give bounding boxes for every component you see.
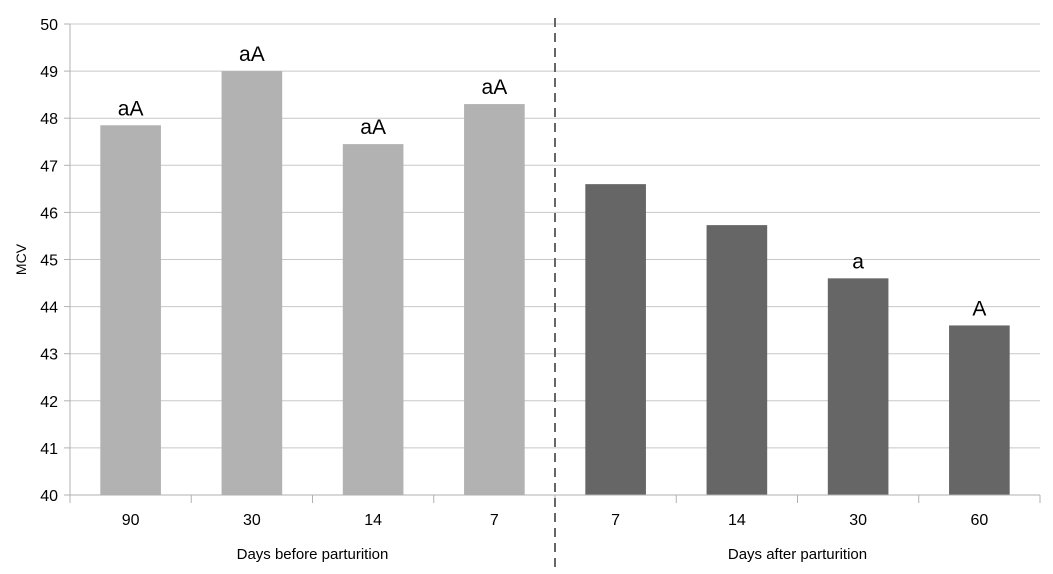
- x-tick-label: 14: [364, 512, 382, 529]
- y-tick-label: 44: [40, 300, 58, 317]
- bar: [464, 104, 525, 495]
- x-tick-label: 14: [728, 512, 746, 529]
- bar: [343, 144, 404, 495]
- y-tick-label: 43: [40, 347, 58, 364]
- y-tick-label: 46: [40, 205, 58, 222]
- bar: [828, 278, 889, 495]
- bar: [222, 71, 283, 495]
- y-tick-label: 42: [40, 394, 58, 411]
- x-tick-label: 60: [970, 512, 988, 529]
- bar: [949, 325, 1010, 495]
- group-label-before: Days before parturition: [237, 546, 389, 563]
- x-tick-label: 30: [243, 512, 261, 529]
- y-tick-label: 50: [40, 17, 58, 34]
- bar: [707, 225, 768, 495]
- y-tick-label: 47: [40, 158, 58, 175]
- y-axis-label: MCV: [13, 243, 29, 275]
- y-tick-label: 40: [40, 488, 58, 505]
- bar: [585, 184, 646, 495]
- bar: [100, 125, 161, 495]
- y-tick-label: 41: [40, 441, 58, 458]
- x-tick-label: 90: [122, 512, 140, 529]
- bar-annotation: aA: [482, 76, 508, 99]
- y-axis-ticks: 40 41 42 43 44 45 46 47 48 49 50: [40, 17, 70, 505]
- group-label-after: Days after parturition: [728, 546, 867, 563]
- bar-annotation: a: [852, 250, 864, 273]
- x-tick-label: 7: [611, 512, 620, 529]
- bar-annotation: aA: [239, 43, 265, 66]
- bar-annotation: A: [972, 297, 986, 320]
- x-tick-label: 30: [849, 512, 867, 529]
- bar-annotation: aA: [118, 97, 144, 120]
- bar-annotation: aA: [360, 116, 386, 139]
- y-tick-label: 48: [40, 111, 58, 128]
- x-tick-label: 7: [490, 512, 499, 529]
- y-tick-label: 49: [40, 64, 58, 81]
- y-tick-label: 45: [40, 253, 58, 270]
